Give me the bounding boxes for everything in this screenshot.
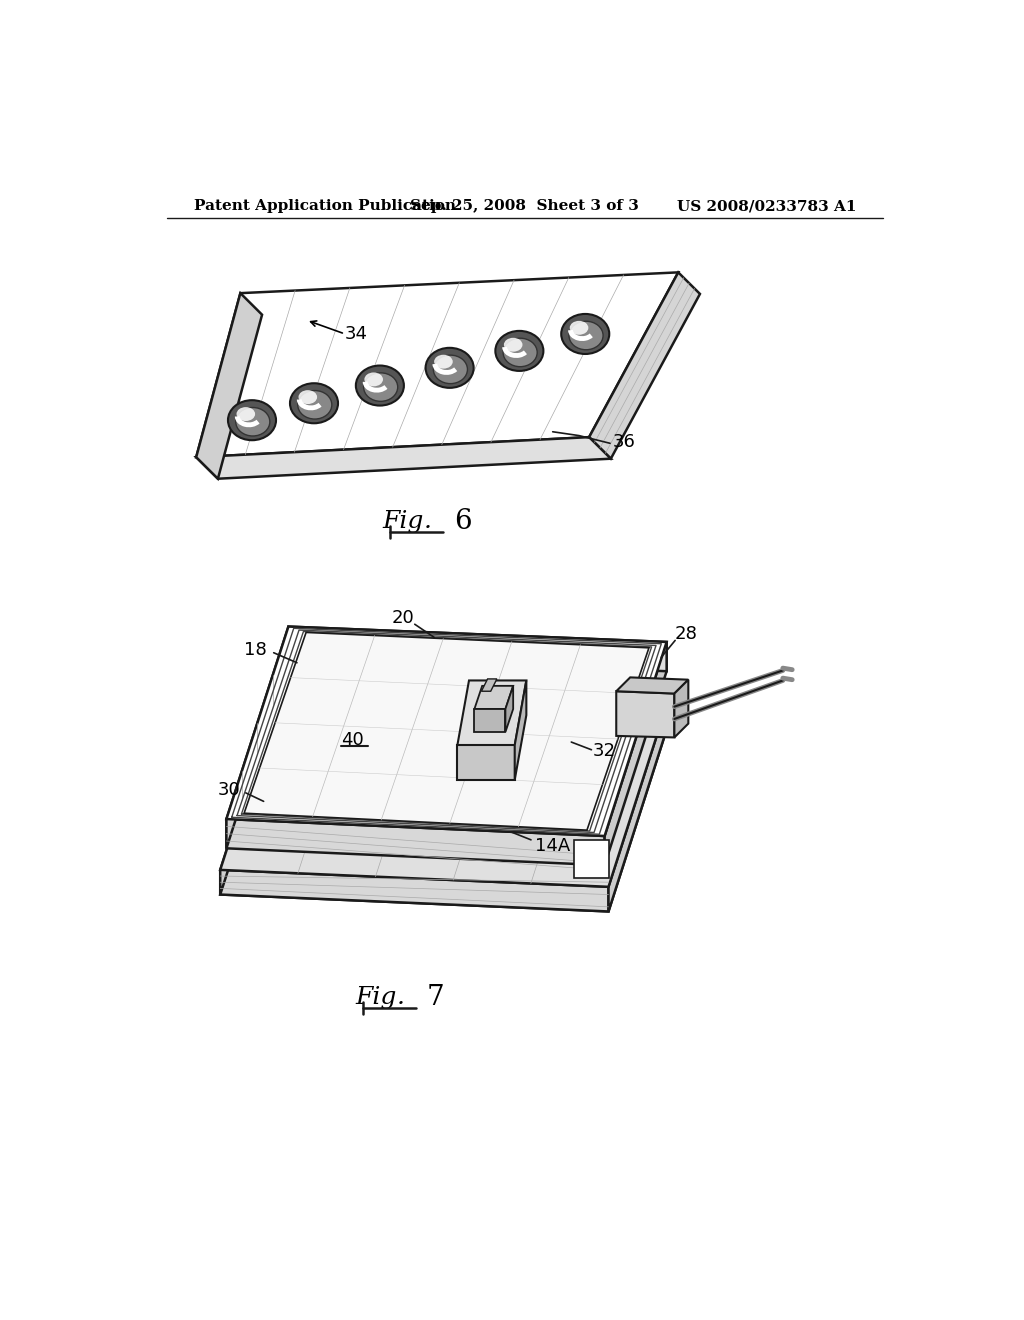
Ellipse shape: [434, 355, 453, 368]
Polygon shape: [220, 677, 671, 887]
Polygon shape: [220, 677, 283, 895]
Polygon shape: [197, 293, 262, 479]
Text: 28: 28: [675, 626, 697, 643]
Polygon shape: [226, 818, 604, 866]
Text: 20: 20: [392, 609, 415, 627]
Ellipse shape: [299, 391, 317, 404]
Text: 14A: 14A: [536, 837, 570, 855]
Text: 6: 6: [454, 508, 472, 536]
Polygon shape: [458, 744, 515, 780]
Text: Fig: Fig: [355, 986, 397, 1010]
Polygon shape: [515, 681, 526, 780]
Text: 40: 40: [341, 731, 365, 748]
Polygon shape: [506, 686, 513, 733]
Polygon shape: [197, 272, 678, 457]
Polygon shape: [474, 709, 506, 733]
Polygon shape: [616, 692, 675, 738]
Ellipse shape: [496, 331, 544, 371]
Ellipse shape: [290, 383, 338, 424]
Polygon shape: [220, 702, 671, 911]
Polygon shape: [616, 677, 688, 693]
Ellipse shape: [237, 407, 255, 421]
Text: Sep. 25, 2008  Sheet 3 of 3: Sep. 25, 2008 Sheet 3 of 3: [411, 199, 639, 213]
Ellipse shape: [356, 366, 403, 405]
Polygon shape: [675, 680, 688, 738]
Polygon shape: [244, 632, 649, 830]
Ellipse shape: [561, 314, 609, 354]
Text: .: .: [424, 511, 432, 533]
Ellipse shape: [228, 400, 276, 441]
Polygon shape: [289, 627, 667, 671]
Ellipse shape: [365, 372, 383, 387]
Polygon shape: [226, 627, 289, 849]
Text: 30: 30: [217, 781, 240, 799]
Polygon shape: [220, 870, 608, 911]
Text: Patent Application Publication: Patent Application Publication: [194, 199, 456, 213]
Ellipse shape: [364, 372, 397, 401]
Ellipse shape: [569, 321, 603, 350]
Polygon shape: [226, 627, 667, 836]
Polygon shape: [474, 686, 513, 709]
Polygon shape: [197, 437, 611, 479]
Polygon shape: [458, 681, 526, 744]
Polygon shape: [573, 840, 608, 878]
Polygon shape: [589, 272, 700, 459]
Polygon shape: [608, 693, 671, 911]
Ellipse shape: [433, 355, 467, 384]
Ellipse shape: [426, 348, 474, 388]
Text: Fig: Fig: [383, 511, 424, 533]
Polygon shape: [604, 642, 667, 866]
Text: US 2008/0233783 A1: US 2008/0233783 A1: [677, 199, 856, 213]
Ellipse shape: [298, 391, 332, 418]
Ellipse shape: [504, 338, 522, 351]
Text: 36: 36: [612, 433, 636, 450]
Text: 34: 34: [345, 325, 368, 343]
Ellipse shape: [236, 408, 270, 436]
Ellipse shape: [569, 321, 589, 335]
Text: 32: 32: [593, 742, 616, 760]
Text: 18: 18: [245, 640, 267, 659]
Ellipse shape: [503, 338, 538, 367]
Text: .: .: [397, 986, 404, 1010]
Text: 7: 7: [427, 985, 444, 1011]
Polygon shape: [481, 678, 497, 692]
